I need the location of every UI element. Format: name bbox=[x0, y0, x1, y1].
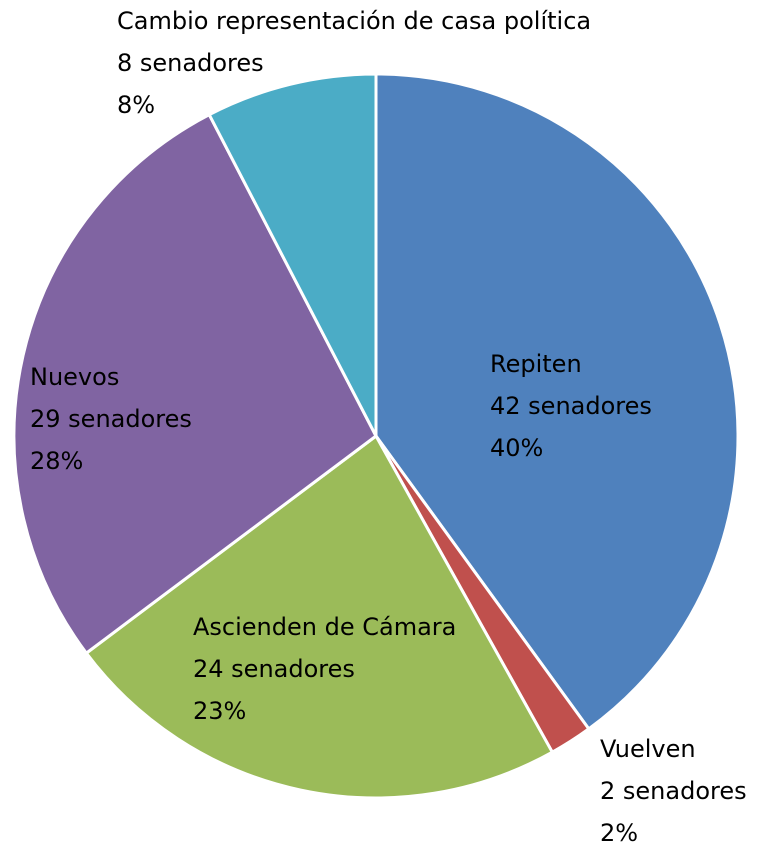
slice-label: Ascienden de Cámara bbox=[193, 613, 456, 641]
slice-label: Vuelven bbox=[600, 735, 696, 763]
pie-slice bbox=[207, 72, 378, 437]
slice-value-label: 24 senadores bbox=[193, 655, 355, 683]
slice-label: Nuevos bbox=[30, 363, 119, 391]
slice-percent-label: 28% bbox=[30, 447, 83, 475]
slice-label: Repiten bbox=[490, 350, 582, 378]
pie-slice bbox=[84, 433, 555, 800]
pie-slice bbox=[12, 112, 378, 656]
slice-percent-label: 2% bbox=[600, 819, 638, 846]
slice-percent-label: 40% bbox=[490, 434, 543, 462]
slice-value-label: 29 senadores bbox=[30, 405, 192, 433]
slice-label: Cambio representación de casa política bbox=[117, 7, 591, 35]
slice-percent-label: 23% bbox=[193, 697, 246, 725]
pie-slice bbox=[374, 72, 740, 731]
slice-value-label: 42 senadores bbox=[490, 392, 652, 420]
slice-value-label: 2 senadores bbox=[600, 777, 747, 805]
slice-percent-label: 8% bbox=[117, 91, 155, 119]
slice-value-label: 8 senadores bbox=[117, 49, 264, 77]
